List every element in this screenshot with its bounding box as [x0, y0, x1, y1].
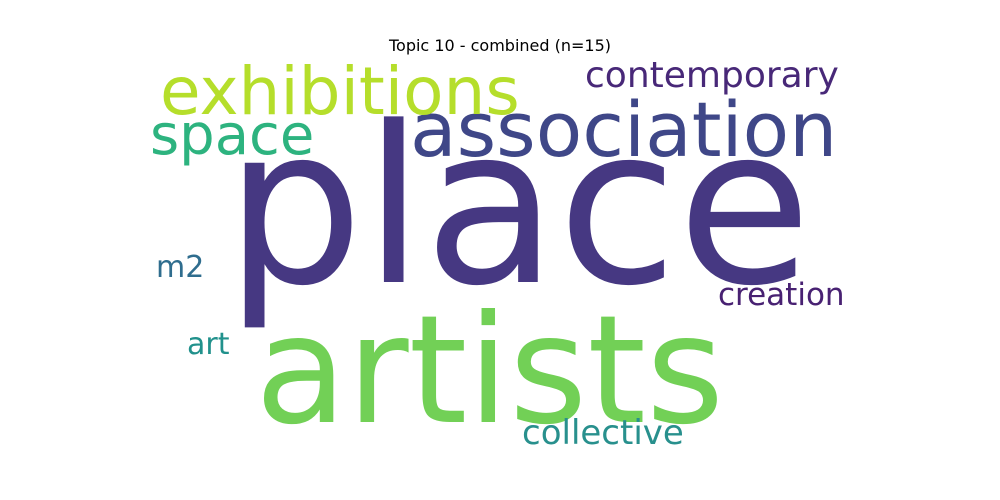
word-contemporary: contemporary: [585, 55, 839, 96]
word-place: place: [225, 81, 812, 334]
chart-title: Topic 10 - combined (n=15): [388, 36, 612, 55]
word-exhibitions: exhibitions: [160, 53, 520, 130]
word-m2: m2: [156, 250, 205, 285]
word-collective: collective: [522, 413, 684, 453]
word-artists: artists: [255, 284, 725, 458]
word-space: space: [150, 103, 315, 168]
word-creation: creation: [718, 277, 845, 313]
word-association: association: [410, 85, 838, 174]
word-art: art: [187, 327, 230, 362]
